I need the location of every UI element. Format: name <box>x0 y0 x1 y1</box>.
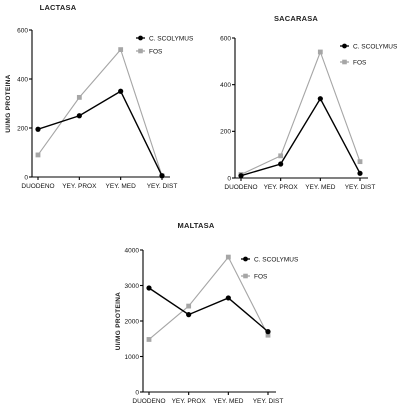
legend-label: C. SCOLYMUS <box>353 43 398 50</box>
series-line-c-scolymus <box>148 287 269 333</box>
x-tick-label: YEY. PROX <box>62 183 97 190</box>
chart-lactasa: LACTASA 0 200 400 600 DUODENO YEY. PROX YEY. ME… <box>5 3 194 190</box>
y-tick-label: 2000 <box>125 318 140 325</box>
y-axis-label: UI/MG PROTEINA <box>5 74 12 132</box>
data-point-fos <box>118 47 124 52</box>
legend-marker <box>138 35 143 41</box>
data-point-fos <box>317 49 323 55</box>
data-point-fos <box>225 254 231 260</box>
legend-entry-fos: FOS <box>241 273 268 280</box>
data-point-fos <box>265 332 271 338</box>
chart-sacarasa: SACARASA 0 200 400 600 DUODENO YEY. PROX YEY. M… <box>220 14 398 191</box>
y-tick-label: 0 <box>227 175 231 182</box>
x-tick-label: YEY. PROX <box>264 184 299 191</box>
data-point-c-scolymus <box>118 88 124 94</box>
legend-entry-fos: FOS <box>340 59 367 66</box>
data-point-fos <box>357 159 363 165</box>
y-tick-label: 200 <box>17 125 28 132</box>
chart-title: MALTASA <box>178 221 215 230</box>
series-line-c-scolymus <box>37 90 163 177</box>
data-point-c-scolymus <box>238 173 244 179</box>
data-point-c-scolymus <box>265 329 271 335</box>
data-point-c-scolymus <box>225 295 231 301</box>
x-tick-label: YEY. MED <box>106 183 137 190</box>
y-tick-label: 0 <box>24 174 28 181</box>
x-tick-label: DUODENO <box>21 183 54 190</box>
x-tick-label: YEY. DIST <box>253 398 284 405</box>
chart-title: LACTASA <box>40 3 77 12</box>
x-tick-label: YEY. DIST <box>147 183 178 190</box>
x-tick-label: YEY. PROX <box>172 398 207 405</box>
data-point-c-scolymus <box>76 113 82 119</box>
legend-label: C. SCOLYMUS <box>149 35 194 42</box>
y-tick-label: 0 <box>135 389 139 396</box>
legend-label: FOS <box>254 273 268 280</box>
legend-label: C. SCOLYMUS <box>254 256 299 263</box>
legend-entry-c-scolymus: C. SCOLYMUS <box>136 35 194 42</box>
legend-marker <box>342 43 347 49</box>
y-tick-label: 3000 <box>125 283 140 290</box>
x-tick-label: DUODENO <box>224 184 257 191</box>
legend-marker <box>243 273 248 279</box>
legend-marker <box>138 48 143 54</box>
y-tick-label: 600 <box>17 27 28 34</box>
legend-marker <box>243 256 248 262</box>
legend-entry-c-scolymus: C. SCOLYMUS <box>241 256 299 263</box>
y-tick-label: 400 <box>220 82 231 89</box>
series-line-c-scolymus <box>240 97 361 177</box>
legend-marker <box>342 59 347 65</box>
data-point-c-scolymus <box>186 312 192 318</box>
chart-maltasa: MALTASA 0 1000 2000 3000 4000 DUODENO YEY. PROX… <box>115 221 299 405</box>
y-axis-label: UI/MG PROTEINA <box>115 292 122 350</box>
x-tick-label: YEY. DIST <box>345 184 376 191</box>
data-point-fos <box>278 153 284 159</box>
data-point-c-scolymus <box>35 126 41 132</box>
y-tick-label: 400 <box>17 76 28 83</box>
y-tick-label: 600 <box>220 35 231 42</box>
chart-title: SACARASA <box>274 14 318 23</box>
data-point-c-scolymus <box>159 173 165 179</box>
data-point-fos <box>146 337 152 342</box>
legend-entry-fos: FOS <box>136 48 163 55</box>
x-tick-label: DUODENO <box>132 398 165 405</box>
x-tick-label: YEY. MED <box>213 398 244 405</box>
data-point-fos <box>35 152 41 158</box>
data-point-fos <box>76 94 82 100</box>
legend-label: FOS <box>149 48 163 55</box>
legend-label: FOS <box>353 59 367 66</box>
data-point-c-scolymus <box>317 96 323 102</box>
series-line-fos <box>37 48 163 176</box>
y-tick-label: 200 <box>220 129 231 136</box>
data-point-c-scolymus <box>357 170 363 176</box>
y-tick-label: 1000 <box>125 354 140 361</box>
data-point-c-scolymus <box>146 285 152 291</box>
series-line-fos <box>240 50 361 175</box>
data-point-c-scolymus <box>278 161 284 167</box>
data-point-fos <box>186 303 192 309</box>
legend-entry-c-scolymus: C. SCOLYMUS <box>340 43 398 50</box>
y-tick-label: 4000 <box>125 247 140 254</box>
series-line-fos <box>148 256 269 340</box>
x-tick-label: YEY. MED <box>305 184 336 191</box>
